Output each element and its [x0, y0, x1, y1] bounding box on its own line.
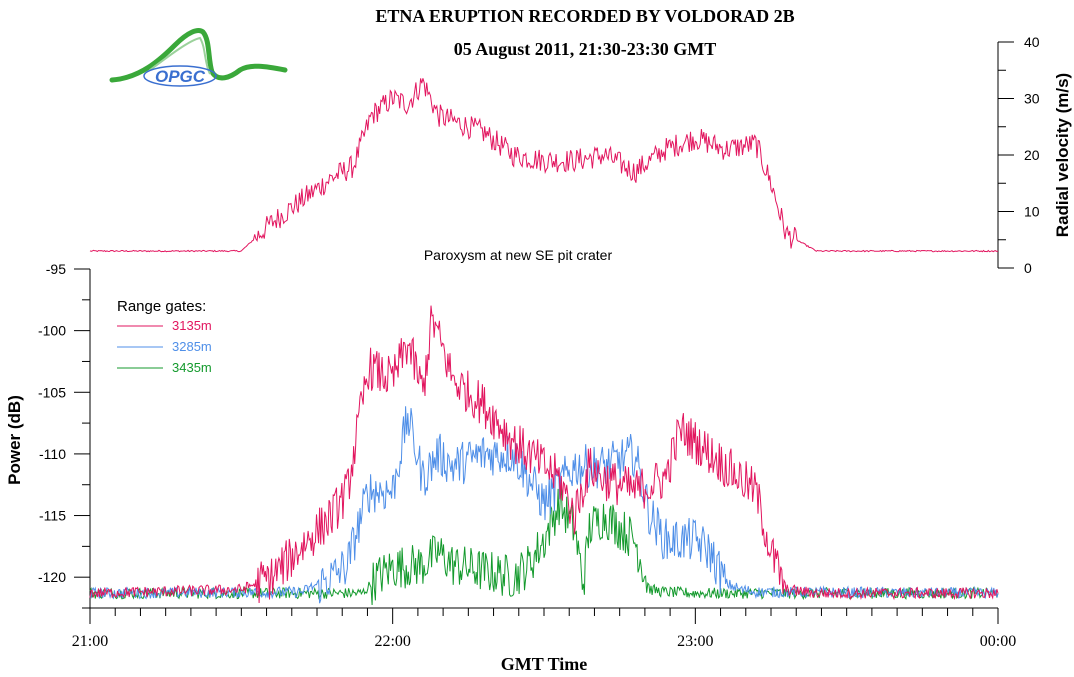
power-tick-label: -110	[39, 446, 66, 462]
time-tick-label: 23:00	[677, 633, 713, 650]
power-tick-label: -100	[38, 323, 66, 339]
time-tick-label: 21:00	[72, 633, 108, 650]
velocity-axis: 0 10 20 30 40 Radial velocity (m/s)	[997, 34, 1072, 276]
power-tick-label: -95	[46, 261, 66, 277]
opgc-logo: OPGC	[109, 28, 288, 87]
power-tick-label: -120	[38, 569, 66, 585]
velocity-series-line	[89, 78, 999, 253]
time-tick-label: 00:00	[980, 633, 1016, 650]
power-series-line-3285m	[89, 406, 999, 604]
time-tick-label: 22:00	[374, 633, 410, 650]
legend-title: Range gates:	[117, 298, 206, 315]
velocity-tick-label: 30	[1024, 91, 1040, 107]
power-ticks: -95 -100 -105 -110 -115 -120	[38, 261, 90, 609]
paroxysm-annotation: Paroxysm at new SE pit crater	[424, 247, 613, 263]
power-tick-label: -105	[38, 384, 66, 400]
velocity-tick-label: 10	[1024, 204, 1040, 220]
power-tick-label: -115	[39, 508, 66, 524]
velocity-tick-label: 40	[1024, 34, 1040, 50]
power-axis-title: Power (dB)	[5, 395, 24, 485]
chart-title: ETNA ERUPTION RECORDED BY VOLDORAD 2B	[375, 6, 794, 26]
time-axis-title: GMT Time	[501, 654, 588, 674]
legend-label-3435m: 3435m	[172, 360, 212, 375]
logo-swoosh-green	[109, 28, 288, 83]
velocity-axis-title: Radial velocity (m/s)	[1053, 73, 1072, 237]
time-axis: 21:00 22:00 23:00 00:00 GMT Time	[72, 607, 1016, 674]
chart-subtitle: 05 August 2011, 21:30-23:30 GMT	[454, 39, 717, 59]
power-series-line-3135m	[89, 305, 999, 604]
legend-label-3135m: 3135m	[172, 318, 212, 333]
velocity-ticks: 0 10 20 30 40	[998, 34, 1040, 276]
logo-swoosh-light	[149, 36, 211, 75]
legend: Range gates: 3135m 3285m 3435m	[117, 298, 212, 375]
power-axis: -95 -100 -105 -110 -115 -120 Power (dB)	[5, 261, 91, 609]
logo-ring	[143, 65, 217, 87]
velocity-tick-label: 0	[1024, 260, 1032, 276]
power-series-group	[89, 305, 999, 606]
velocity-tick-label: 20	[1024, 147, 1040, 163]
time-ticks: 21:00 22:00 23:00 00:00	[72, 608, 1016, 650]
legend-label-3285m: 3285m	[172, 339, 212, 354]
logo-text: OPGC	[155, 67, 206, 86]
legend-items: 3135m 3285m 3435m	[117, 318, 212, 375]
